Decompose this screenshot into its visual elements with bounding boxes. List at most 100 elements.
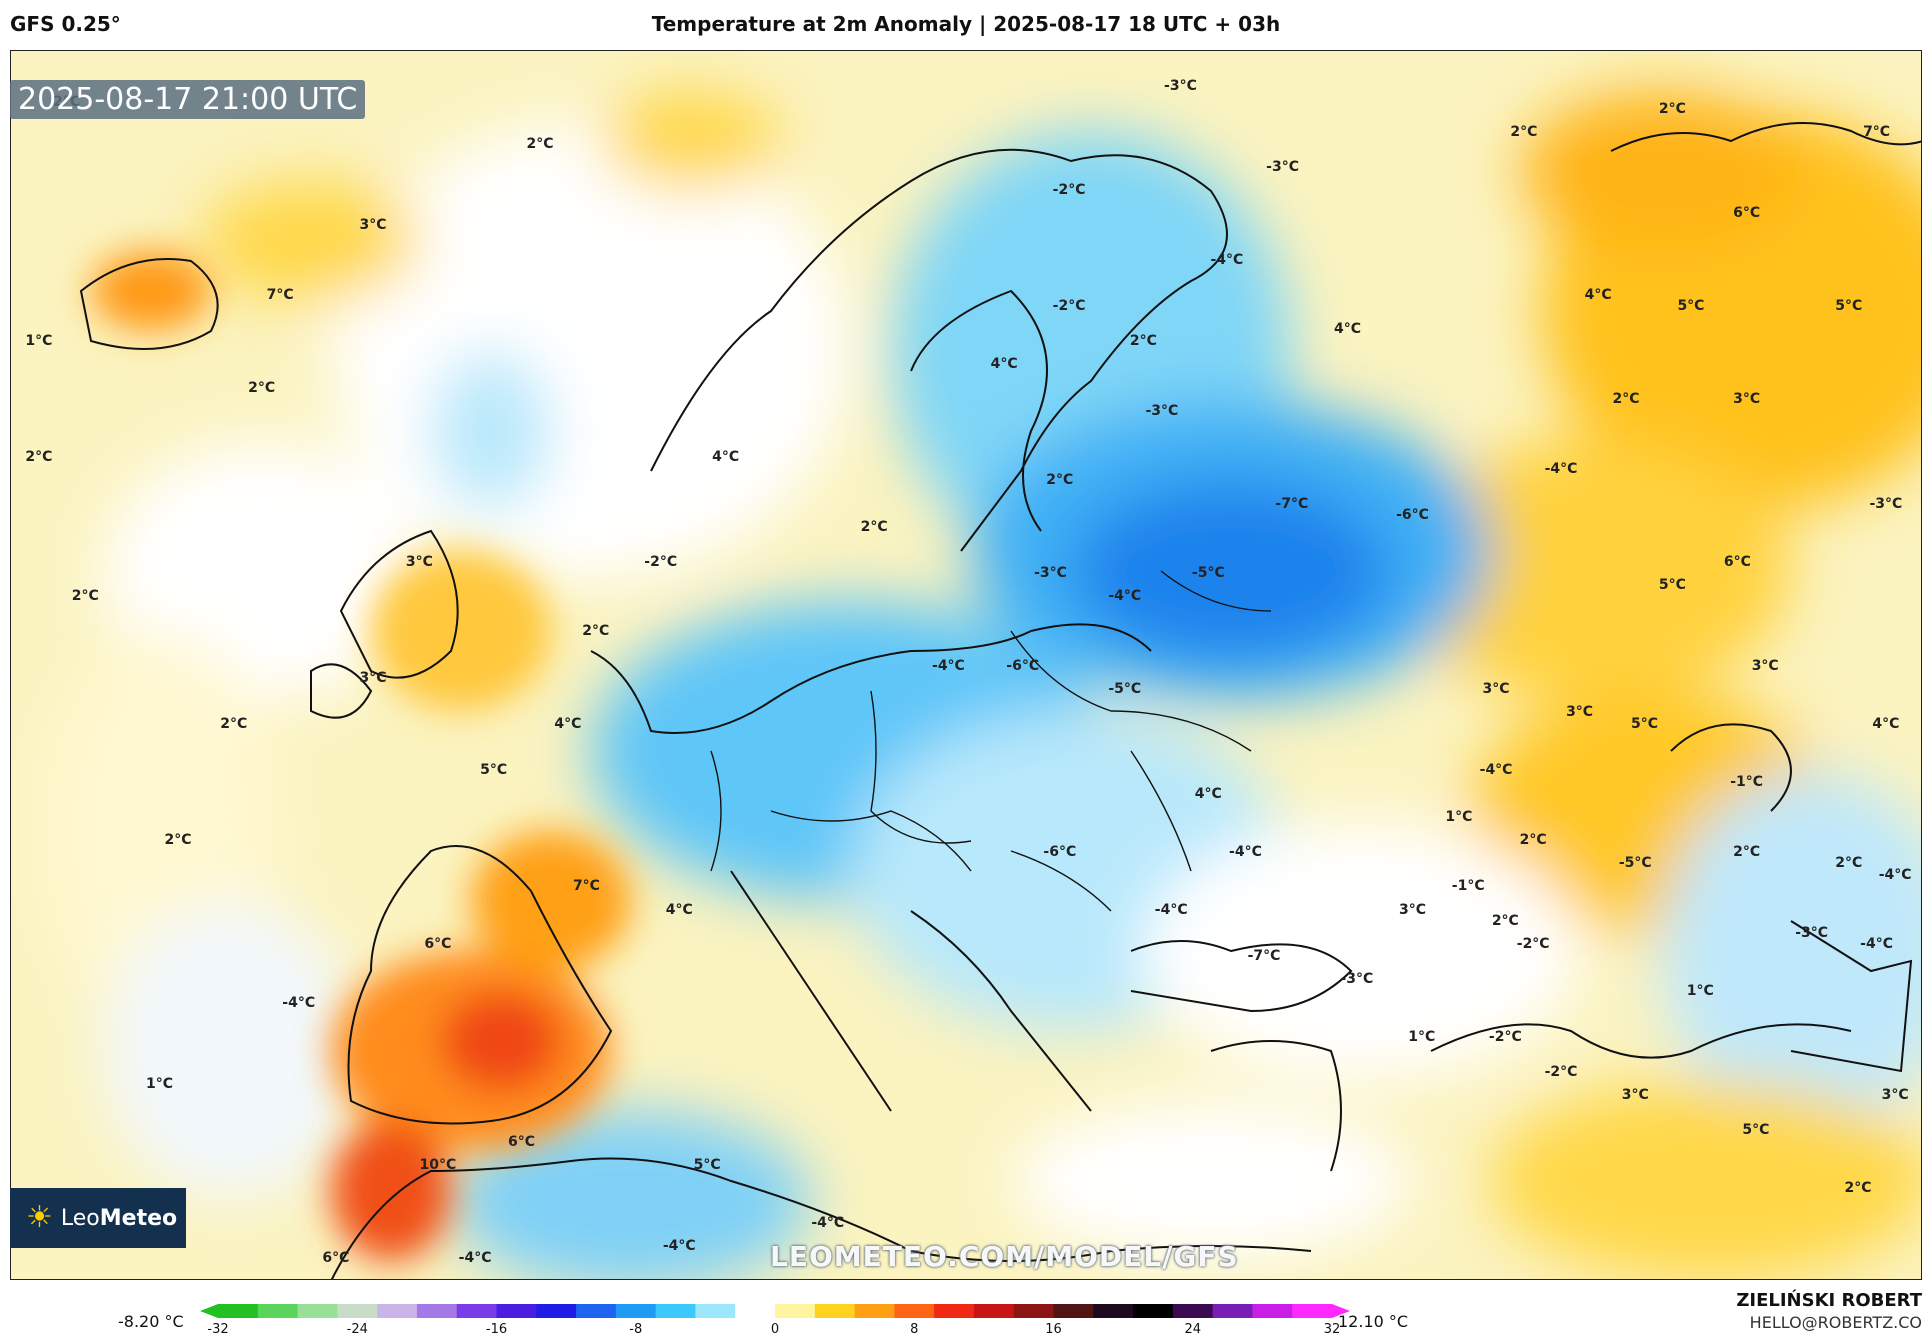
isotherm-label: 4°C [1872,716,1900,733]
author-email[interactable]: HELLO@ROBERTZ.CO [1749,1313,1922,1332]
isotherm-label: 2°C [25,449,53,466]
model-name: GFS 0.25° [10,12,121,36]
isotherm-label: 5°C [480,762,508,779]
isotherm-label: -3°C [1145,402,1179,419]
isotherm-label: 6°C [424,936,452,953]
isotherm-label: 3°C [359,669,387,686]
isotherm-label: 1°C [1408,1029,1436,1046]
isotherm-label: -7°C [1247,948,1281,965]
isotherm-label: -4°C [932,658,965,674]
isotherm-label: 3°C [359,217,387,234]
isotherm-label: -2°C [1544,1064,1578,1081]
colorbar-segment [775,1304,816,1318]
chart-title: Temperature at 2m Anomaly | 2025-08-17 1… [651,12,1281,36]
colorbar-tick-label: 8 [910,1322,919,1337]
isotherm-label: -5°C [1108,681,1142,698]
isotherm-label: -4°C [1210,251,1244,268]
colorbar-segment [735,1304,776,1318]
isotherm-label: -5°C [1191,565,1225,582]
isotherm-label: 7°C [1863,124,1891,141]
isotherm-label: -4°C [662,1238,696,1255]
colorbar-segment [1252,1304,1293,1318]
isotherm-label: -2°C [1052,298,1086,315]
colorbar-tick-label: 24 [1184,1322,1202,1337]
isotherm-label: 2°C [164,832,192,849]
isotherm-label: 5°C [693,1156,721,1173]
isotherm-label: 2°C [1835,855,1863,872]
isotherm-label: -4°C [1479,762,1513,779]
isotherm-label: -4°C [811,1214,845,1231]
isotherm-label: 6°C [1733,205,1761,222]
isotherm-label: -2°C [1488,1029,1522,1046]
isotherm-label: -3°C [1869,495,1903,512]
isotherm-label: -3°C [1164,77,1197,94]
isotherm-label: 5°C [1677,298,1705,315]
isotherm-label: -2°C [644,553,678,570]
isotherm-label: 3°C [1398,901,1427,918]
isotherm-label: 2°C [1519,832,1547,849]
map-canvas [11,51,1921,1279]
leometeo-logo[interactable]: ☀ LeoMeteo [10,1188,186,1248]
isotherm-label: -3°C [1795,924,1829,941]
colorbar-tick-label: -24 [346,1322,368,1337]
colorbar-tick-label: -16 [485,1322,508,1337]
isotherm-label: -1°C [1730,774,1764,791]
colorbar-segment [814,1304,856,1318]
colorbar-tick-label: 16 [1045,1322,1062,1337]
colorbar-tick-label: -32 [207,1322,229,1337]
colorbar-segment [536,1304,577,1318]
isotherm-label: 7°C [266,286,294,303]
watermark: LEOMETEO.COM/MODEL/GFS [770,1240,1239,1273]
isotherm-label: -2°C [1052,182,1086,199]
isotherm-label: 2°C [71,588,99,605]
isotherm-label: 2°C [1129,333,1157,350]
colorbar-segment [416,1304,458,1318]
colorbar-arrow-low [200,1304,218,1318]
isotherm-label: 4°C [1584,286,1612,303]
colorbar-segment [218,1304,259,1318]
colorbar-segment [854,1304,895,1318]
isotherm-label: -2°C [1516,936,1550,953]
valid-time: 2025-08-17 21:00 UTC [10,80,366,119]
isotherm-label: 3°C [1733,391,1761,408]
isotherm-label: -5°C [1618,855,1652,872]
colorbar-segment [934,1304,975,1318]
isotherm-label: 2°C [1844,1180,1872,1197]
isotherm-label: -6°C [1396,507,1429,524]
colorbar-segment [1053,1304,1094,1318]
isotherm-label: 3°C [405,553,433,570]
isotherm-label: 2°C [860,518,888,535]
isotherm-label: 3°C [1751,658,1779,674]
coastlines [79,122,1921,1279]
colorbar-segment [1292,1304,1333,1318]
isotherm-label: 2°C [1491,913,1519,930]
isotherm-label: 5°C [1631,716,1659,733]
author-name: ZIELIŃSKI ROBERT [1736,1290,1922,1311]
colorbar-segment [456,1304,497,1318]
colorbar-segment [297,1304,338,1318]
colorbar [200,1304,1350,1318]
isotherm-label: 2°C [1612,391,1640,408]
isotherm-label: 2°C [220,716,248,733]
borders [710,570,1272,912]
isotherm-label: 3°C [1482,681,1510,698]
isotherm-label: 3°C [1621,1087,1649,1104]
isotherm-label: 5°C [1742,1122,1770,1139]
colorbar-segment [576,1304,617,1318]
isotherm-label: -4°C [1154,901,1188,918]
isotherm-label: 4°C [554,716,582,733]
isotherm-label: 5°C [1658,576,1686,593]
warm-iberia [91,251,631,1261]
colorbar-segment [257,1304,299,1318]
isotherm-label: 5°C [1835,298,1863,315]
isotherm-label: 2°C [582,623,610,640]
isotherm-label: 2°C [1046,472,1074,489]
map-area[interactable]: 2°C 2°C 3°C 7°C 1°C 2°C 2°C 4°C 2°C 3°C -2°C 2°C 2°C… [10,50,1922,1280]
isotherm-label: -4°C [1229,843,1262,860]
isotherm-label: 1°C [1445,808,1473,825]
isotherm-label: 10°C [419,1156,457,1173]
colorbar-segment [337,1304,378,1318]
colorbar-segment [1172,1304,1214,1318]
isotherm-label: 4°C [712,449,740,466]
colorbar-segment [973,1304,1015,1318]
